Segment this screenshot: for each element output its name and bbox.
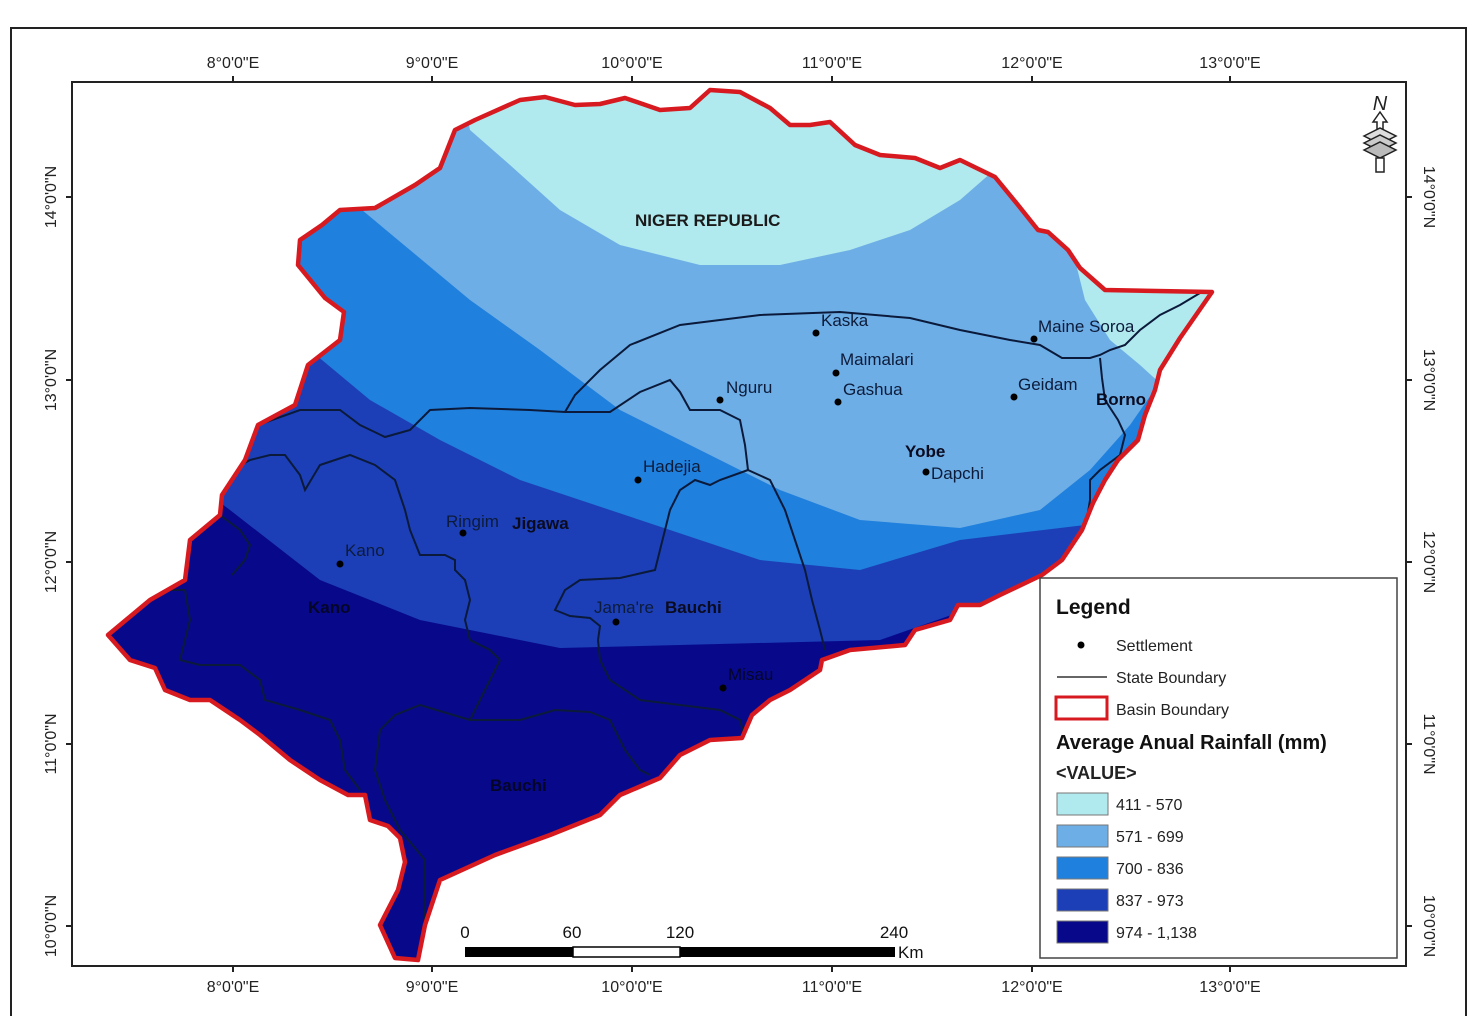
legend-title: Legend (1056, 596, 1131, 619)
settlement-dot (832, 369, 840, 377)
swatch-700-836 (1056, 856, 1109, 880)
settlement-dot (812, 329, 820, 337)
settlement-label: Nguru (726, 378, 772, 397)
bottom-tick-label: 9°0'0"E (406, 979, 459, 996)
bottom-tick-label: 10°0'0"E (601, 979, 662, 996)
top-tick-label: 13°0'0"E (1199, 55, 1260, 72)
swatch-974-1138 (1056, 920, 1109, 944)
state-label-bauchi: Bauchi (490, 776, 547, 795)
legend: Legend Settlement State Boundary Basin B… (1039, 577, 1398, 959)
settlement-label: Kano (345, 541, 385, 560)
rainfall-title: Average Anual Rainfall (mm) (1056, 732, 1327, 754)
settlement-label: Maine Soroa (1038, 317, 1135, 336)
settlement-dot (612, 618, 620, 626)
settlement-label: Hadejia (643, 457, 701, 476)
scale-label: 120 (666, 923, 694, 942)
state-boundaries (149, 291, 1212, 960)
top-tick-label: 12°0'0"E (1001, 55, 1062, 72)
basin-boundary-symbol (1054, 695, 1109, 721)
scale-bar: 0 60 120 240 Km (460, 923, 923, 962)
legend-item-label: State Boundary (1116, 670, 1226, 687)
left-tick-label: 11°0'0"N (43, 713, 60, 774)
country-label: NIGER REPUBLIC (635, 211, 780, 230)
right-tick-label: 13°0'0"N (1420, 349, 1437, 411)
outer-frame (10, 27, 1467, 1021)
class-label: 974 - 1,138 (1116, 925, 1197, 942)
settlement-label: Jama're (594, 598, 654, 617)
settlement-dot (1010, 393, 1018, 401)
north-letter: N (1373, 93, 1388, 115)
class-label: 571 - 699 (1116, 829, 1184, 846)
settlement-dot (922, 468, 930, 476)
swatch-837-973 (1056, 888, 1109, 912)
settlement-dot (336, 560, 344, 568)
graticule-ticks (66, 76, 1412, 972)
left-tick-label: 14°0'0"N (43, 166, 60, 228)
settlement-dot (834, 398, 842, 406)
right-tick-label: 11°0'0"N (1420, 713, 1437, 774)
right-tick-label: 12°0'0"N (1420, 531, 1437, 593)
swatch-411-570 (1056, 792, 1109, 816)
settlement-label: Dapchi (931, 464, 984, 483)
settlement-dot (634, 476, 642, 484)
settlements: Kaska Maine Soroa Maimalari Gashua Nguru… (336, 311, 1135, 692)
scale-label: 60 (563, 923, 582, 942)
top-tick-label: 8°0'0"E (207, 55, 260, 72)
top-tick-label: 9°0'0"E (406, 55, 459, 72)
north-arrow-icon: N (1362, 93, 1398, 173)
settlement-label: Kaska (821, 311, 869, 330)
right-tick-label: 10°0'0"N (1420, 895, 1437, 957)
settlement-dot (459, 529, 467, 537)
settlement-label: Ringim (446, 512, 499, 531)
settlement-dot (1030, 335, 1038, 343)
settlement-symbol (1077, 641, 1085, 649)
top-tick-label: 11°0'0"E (802, 55, 862, 72)
left-tick-label: 10°0'0"N (43, 895, 60, 957)
scale-unit: Km (898, 943, 924, 962)
state-label-bauchi-north: Bauchi (665, 598, 722, 617)
settlement-label: Misau (728, 665, 773, 684)
class-label: 837 - 973 (1116, 893, 1184, 910)
settlement-label: Maimalari (840, 350, 914, 369)
bottom-tick-label: 11°0'0"E (802, 979, 862, 996)
settlement-dot (719, 684, 727, 692)
state-label-kano: Kano (308, 598, 351, 617)
bottom-tick-label: 8°0'0"E (207, 979, 260, 996)
state-label-borno: Borno (1096, 390, 1146, 409)
class-label: 411 - 570 (1116, 797, 1183, 814)
bottom-tick-label: 12°0'0"E (1001, 979, 1062, 996)
swatch-571-699 (1056, 824, 1109, 848)
value-header: <VALUE> (1056, 763, 1137, 783)
legend-item-label: Basin Boundary (1116, 702, 1229, 719)
scale-label: 0 (460, 923, 469, 942)
bottom-tick-label: 13°0'0"E (1199, 979, 1260, 996)
left-tick-label: 12°0'0"N (43, 531, 60, 593)
state-label-yobe: Yobe (905, 442, 945, 461)
scale-label: 240 (880, 923, 908, 942)
settlement-dot (716, 396, 724, 404)
state-label-jigawa: Jigawa (512, 514, 569, 533)
settlement-label: Gashua (843, 380, 903, 399)
class-label: 700 - 836 (1116, 861, 1184, 878)
left-tick-label: 13°0'0"N (43, 349, 60, 411)
top-tick-label: 10°0'0"E (601, 55, 662, 72)
settlement-label: Geidam (1018, 375, 1078, 394)
right-tick-label: 14°0'0"N (1420, 166, 1437, 228)
legend-item-label: Settlement (1116, 638, 1193, 655)
